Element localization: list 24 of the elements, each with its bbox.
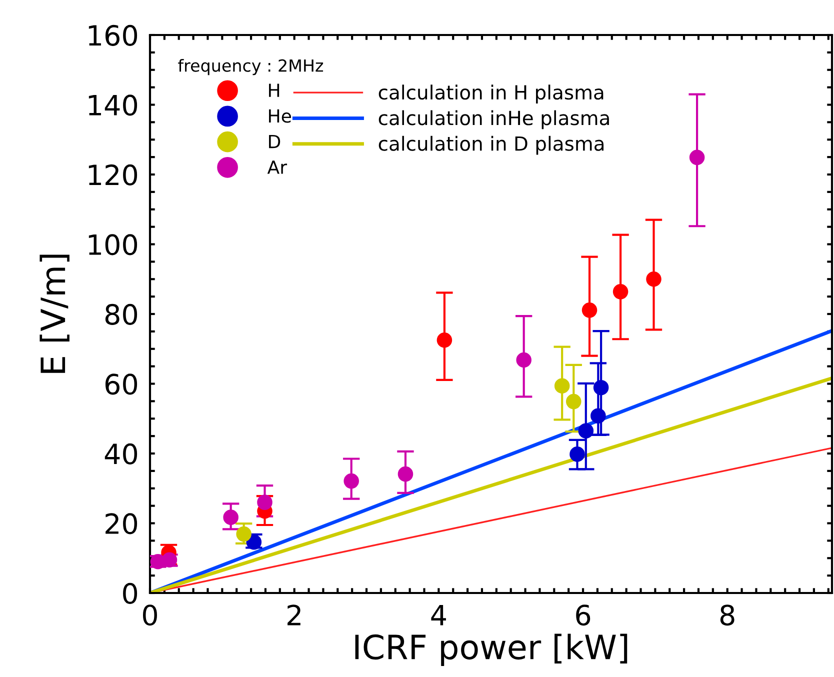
y-tick-label: 40 [104,443,138,464]
y-tick-label: 140 [88,94,138,116]
y-axis-title: E [V/m] [40,254,70,373]
x-tick-label: 4 [431,604,446,626]
y-tick-label: 120 [88,164,138,186]
y-tick-label: 60 [105,374,138,395]
x-tick-label: 0 [142,604,157,626]
legend-label: Ar [267,160,288,174]
legend-label: calculation in H plasma [378,84,604,104]
y-tick-label: 20 [106,513,138,534]
legend-label: He [269,109,291,123]
legend-label: calculation in D plasma [378,136,604,155]
legend-label: calculation inHe plasma [378,110,609,130]
legend-label: D [269,134,280,148]
legend-label: H [269,84,280,97]
y-tick-label: 0 [123,582,138,604]
x-tick-label: 8 [720,604,734,626]
y-tick-label: 80 [105,304,138,325]
x-tick-label: 2 [288,604,300,626]
x-tick-label: 6 [576,604,590,626]
legend-title: frequency : 2MHz [178,58,324,76]
y-tick-label: 100 [88,234,138,256]
y-tick-label: 160 [88,24,138,46]
x-axis-title: ICRF power [kW] [355,634,628,666]
